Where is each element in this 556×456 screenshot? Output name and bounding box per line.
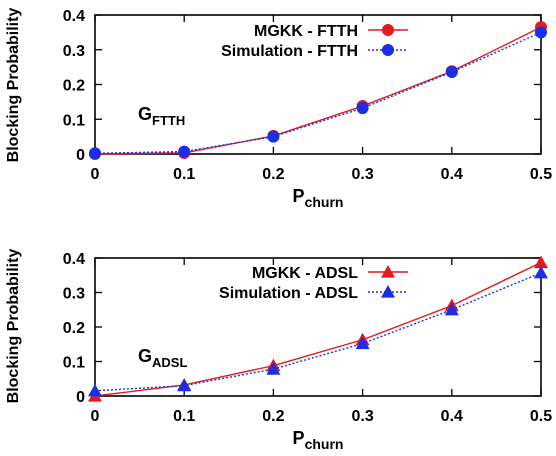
- legend: MGKK - FTTH Simulation - FTTH: [221, 23, 408, 60]
- y-axis-label: Blocking Probability: [5, 8, 22, 163]
- x-tick-label: 0.4: [441, 408, 463, 425]
- chart-ftth: Blocking Probability 0 0.1 0.2 0.3 0.4 0.5 0 0.…: [5, 8, 552, 210]
- x-axis-label: Pchurn: [293, 428, 344, 452]
- graph-annotation: GADSL: [138, 346, 187, 370]
- x-axis-label: Pchurn: [293, 186, 344, 210]
- data-point: [88, 383, 102, 397]
- y-axis-label: Blocking Probability: [5, 249, 22, 404]
- x-tick-label: 0.2: [262, 166, 284, 183]
- legend-marker: [382, 24, 394, 36]
- data-point: [266, 362, 281, 375]
- series-group: [88, 255, 548, 402]
- legend-marker: [382, 44, 394, 56]
- data-point: [355, 336, 370, 350]
- legend-label: Simulation - FTTH: [221, 43, 358, 60]
- x-tick-label: 0: [91, 408, 100, 425]
- data-point: [89, 147, 101, 160]
- data-point: [177, 378, 192, 392]
- series-line-2: [94, 31, 542, 155]
- legend-label: MGKK - ADSL: [252, 265, 358, 282]
- x-tick-label: 0.4: [441, 166, 463, 183]
- y-tick-label: 0.3: [63, 286, 85, 303]
- series-line-2: [94, 272, 542, 392]
- x-tick-label: 0.3: [351, 408, 373, 425]
- data-point: [534, 255, 548, 269]
- legend-label: Simulation - ADSL: [219, 285, 358, 302]
- data-point: [178, 145, 191, 158]
- series-group: [89, 21, 547, 160]
- x-tick-label: 0.5: [530, 166, 552, 183]
- legend: MGKK - ADSL Simulation - ADSL: [219, 265, 408, 302]
- y-tick-label: 0: [76, 389, 85, 406]
- y-tick-label: 0.2: [63, 320, 85, 337]
- x-tick-label: 0.1: [173, 408, 195, 425]
- y-tick-label: 0.4: [63, 8, 85, 25]
- data-point: [444, 302, 459, 316]
- y-tick-label: 0: [76, 147, 85, 164]
- chart-adsl: Blocking Probability 0 0.1 0.2 0.3 0.4 0.5 0 0.…: [5, 249, 552, 452]
- data-point: [534, 265, 548, 279]
- x-tick-label: 0.5: [530, 408, 552, 425]
- x-tick-label: 0.1: [173, 166, 195, 183]
- legend-label: MGKK - FTTH: [254, 23, 358, 40]
- series-line-1: [94, 26, 542, 155]
- data-point: [445, 65, 458, 78]
- x-tick-label: 0.2: [262, 408, 284, 425]
- x-tick-label: 0.3: [351, 166, 373, 183]
- x-tick-label: 0: [91, 166, 100, 183]
- y-tick-label: 0.1: [63, 355, 85, 372]
- y-tick-label: 0.2: [63, 78, 85, 95]
- series-line-1: [94, 261, 542, 397]
- legend-marker: [381, 285, 395, 298]
- y-tick-label: 0.1: [63, 112, 85, 129]
- graph-annotation: GFTTH: [138, 104, 185, 128]
- y-tick-label: 0.4: [63, 251, 85, 268]
- data-point: [356, 102, 369, 115]
- data-point: [535, 26, 547, 39]
- y-tick-label: 0.3: [63, 43, 85, 60]
- legend-marker: [381, 265, 395, 278]
- data-point: [267, 130, 280, 143]
